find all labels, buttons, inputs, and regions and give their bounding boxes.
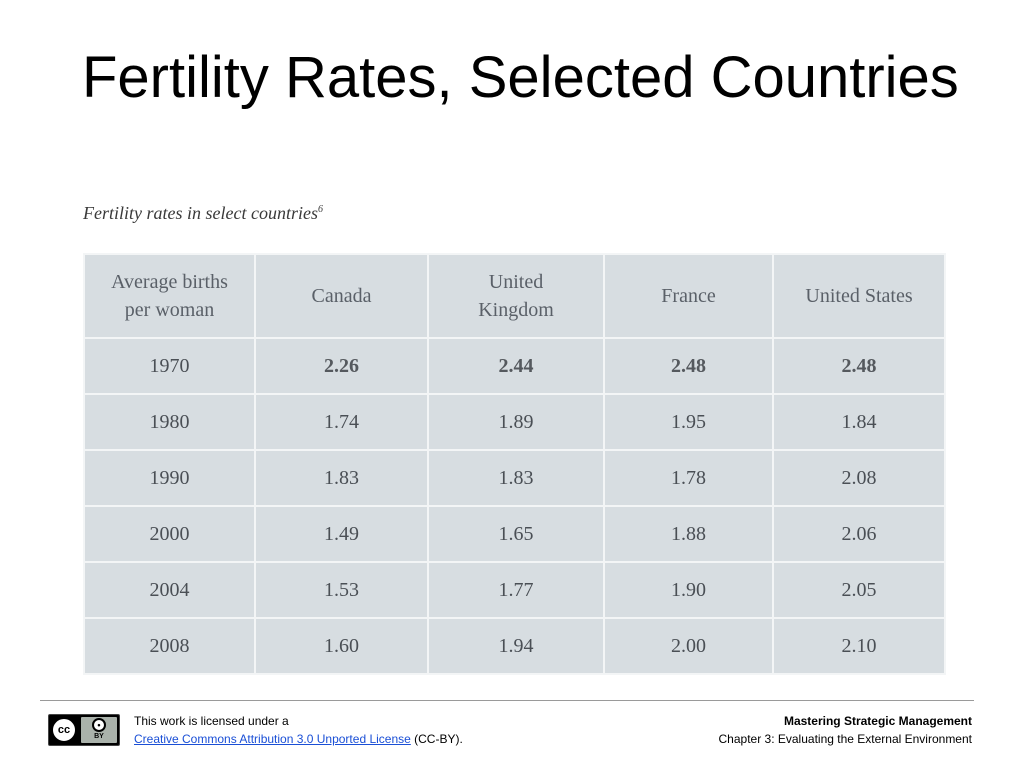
value-cell: 2.05 [772,561,946,619]
header-cell-france: France [603,253,774,339]
header-cell-canada: Canada [254,253,429,339]
table-caption-text: Fertility rates in select countries [83,203,318,223]
header-cell-metric: Average births per woman [83,253,256,339]
caption-footnote: 6 [317,204,323,215]
table-row: 1990 1.83 1.83 1.78 2.08 [83,449,946,507]
fertility-table: Average births per woman Canada United K… [83,253,946,675]
header-cell-united-states: United States [772,253,946,339]
table-row: 2000 1.49 1.65 1.88 2.06 [83,505,946,563]
table-header-row: Average births per woman Canada United K… [83,253,946,339]
year-cell: 2004 [83,561,256,619]
header-us-line1: United States [805,285,913,307]
table-row: 1980 1.74 1.89 1.95 1.84 [83,393,946,451]
slide-title: Fertility Rates, Selected Countries [82,45,959,110]
value-cell: 2.26 [254,337,429,395]
value-cell: 1.65 [427,505,605,563]
value-cell: 1.84 [772,393,946,451]
table-caption: Fertility rates in select countries6 [83,203,323,224]
value-cell: 1.78 [603,449,774,507]
value-cell: 1.89 [427,393,605,451]
value-cell: 1.94 [427,617,605,675]
value-cell: 1.53 [254,561,429,619]
table-row: 2004 1.53 1.77 1.90 2.05 [83,561,946,619]
chapter-title: Chapter 3: Evaluating the External Envir… [718,732,972,746]
year-cell: 1970 [83,337,256,395]
header-uk-line1: United [488,271,544,293]
year-cell: 1980 [83,393,256,451]
value-cell: 1.83 [427,449,605,507]
value-cell: 1.88 [603,505,774,563]
by-attribution-icon: • BY [81,717,117,743]
header-uk-line2: Kingdom [478,299,554,321]
cc-logo-icon: cc [51,717,77,743]
value-cell: 1.90 [603,561,774,619]
book-title: Mastering Strategic Management [783,714,972,728]
value-cell: 2.48 [603,337,774,395]
license-suffix: (CC-BY). [410,732,463,746]
license-prefix: This work is licensed under a [134,714,289,728]
value-cell: 1.49 [254,505,429,563]
year-cell: 1990 [83,449,256,507]
table-row: 1970 2.26 2.44 2.48 2.48 [83,337,946,395]
by-label: BY [94,733,104,740]
header-metric-line1: Average births [111,271,228,293]
header-france-line1: France [661,285,716,307]
value-cell: 2.00 [603,617,774,675]
value-cell: 1.77 [427,561,605,619]
value-cell: 2.08 [772,449,946,507]
value-cell: 2.44 [427,337,605,395]
person-icon: • [92,718,106,732]
value-cell: 1.60 [254,617,429,675]
license-notice: This work is licensed under a Creative C… [134,712,463,748]
year-cell: 2008 [83,617,256,675]
license-link[interactable]: Creative Commons Attribution 3.0 Unporte… [134,732,411,746]
year-cell: 2000 [83,505,256,563]
value-cell: 1.74 [254,393,429,451]
footer-divider [40,700,974,701]
table-row: 2008 1.60 1.94 2.00 2.10 [83,617,946,675]
cc-by-badge[interactable]: cc • BY [48,714,120,746]
header-canada-line1: Canada [311,285,372,307]
value-cell: 2.10 [772,617,946,675]
value-cell: 2.06 [772,505,946,563]
value-cell: 1.95 [603,393,774,451]
value-cell: 2.48 [772,337,946,395]
header-cell-united-kingdom: United Kingdom [427,253,605,339]
book-info: Mastering Strategic Management Chapter 3… [719,712,972,748]
value-cell: 1.83 [254,449,429,507]
header-metric-line2: per woman [124,299,215,321]
